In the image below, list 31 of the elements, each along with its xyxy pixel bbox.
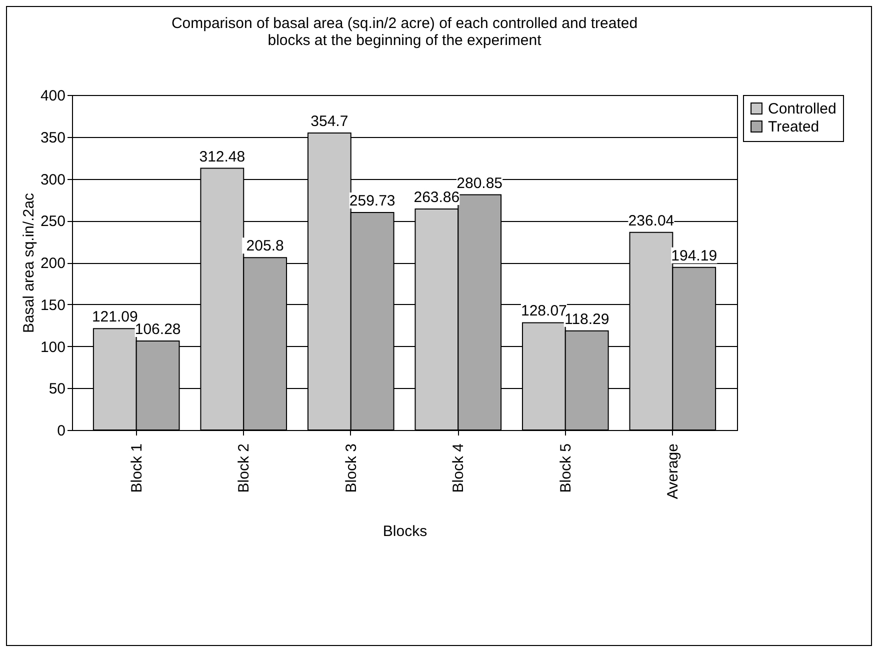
y-tick-label: 50 <box>48 380 66 398</box>
data-label: 106.28 <box>134 320 181 338</box>
data-label: 205.8 <box>246 238 284 255</box>
data-label: 263.86 <box>414 189 460 206</box>
x-tick-label: Average <box>664 444 682 500</box>
y-tick-label: 250 <box>40 213 66 230</box>
data-label: 236.04 <box>628 212 674 230</box>
y-axis-title: Basal area sq.in/.2ac <box>20 192 38 334</box>
data-label: 194.19 <box>671 247 718 264</box>
x-tick-label: Block 2 <box>236 444 253 493</box>
data-label: 259.73 <box>349 192 396 210</box>
chart-title: Comparison of basal area (sq.in/2 acre) of each controlled and treated blocks at the beginning of the experiment <box>171 15 638 49</box>
y-tick-label: 400 <box>40 88 66 104</box>
x-axis-title: Blocks <box>382 523 428 540</box>
y-tick-label: 150 <box>40 296 66 314</box>
y-tick-label: 0 <box>57 422 66 440</box>
data-label: 312.48 <box>199 148 246 166</box>
y-tick-label: 300 <box>40 171 66 188</box>
data-label: 280.85 <box>456 174 503 192</box>
x-tick-label: Block 5 <box>557 444 574 493</box>
y-tick-label: 200 <box>40 255 66 272</box>
x-tick-label: Block 3 <box>342 444 360 493</box>
data-label: 128.07 <box>520 302 567 320</box>
x-tick-label: Block 4 <box>450 444 468 493</box>
data-label: 118.29 <box>564 310 610 328</box>
y-tick-label: 350 <box>40 129 66 146</box>
legend-label: Treated <box>768 118 820 136</box>
x-tick-label: Block 1 <box>128 444 146 493</box>
data-label: 354.7 <box>310 112 348 130</box>
legend-label: Controlled <box>768 100 836 118</box>
y-tick-label: 100 <box>40 338 66 356</box>
